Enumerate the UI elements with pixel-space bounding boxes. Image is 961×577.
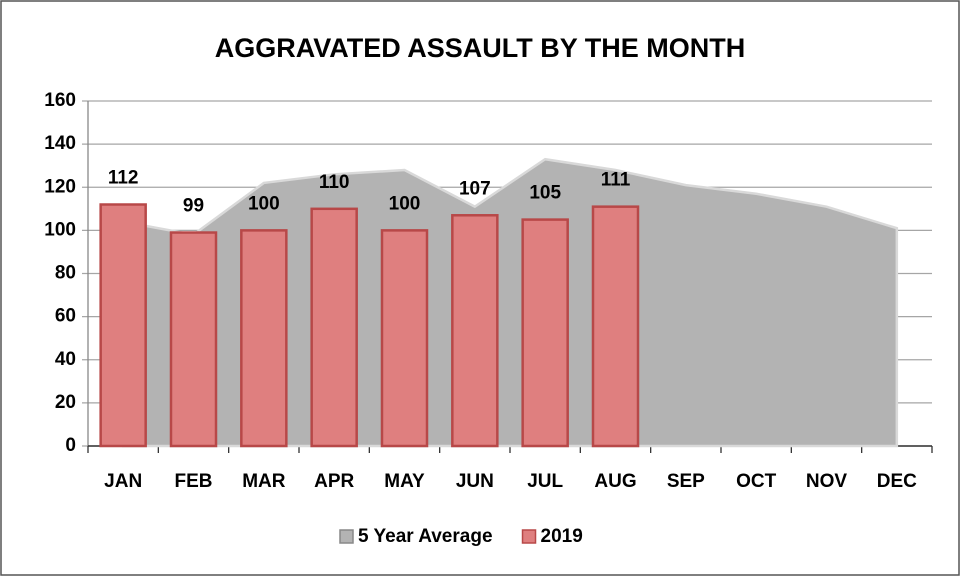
bar	[240, 229, 288, 448]
bar	[99, 203, 147, 448]
x-tick-label: SEP	[667, 471, 705, 492]
y-tick-label: 40	[55, 349, 76, 370]
x-tick-label: JUL	[527, 471, 563, 492]
data-label: 107	[459, 178, 491, 199]
labels: 0 20 40 60 80 100 120 140 160 JAN FEB MAR APR MAY JUN J…	[44, 90, 917, 547]
y-tick-label: 60	[55, 306, 76, 327]
x-tick-label: JAN	[104, 471, 142, 492]
y-tick-label: 160	[44, 90, 76, 111]
data-label: 110	[319, 172, 350, 193]
bar	[380, 229, 429, 448]
y-tick-label: 140	[44, 133, 76, 154]
data-label: 99	[183, 196, 204, 217]
y-tick-label: 20	[55, 392, 76, 413]
y-tick-label: 0	[65, 435, 76, 456]
x-tick-label: AUG	[594, 471, 636, 492]
x-tick-label: MAR	[242, 471, 286, 492]
bar	[169, 231, 218, 448]
bar	[310, 207, 358, 448]
data-label: 100	[248, 193, 280, 214]
legend-label: 2019	[541, 526, 583, 547]
x-tick-label: FEB	[175, 471, 213, 492]
x-tick-label: APR	[314, 471, 354, 492]
x-tick-label: JUN	[456, 471, 494, 492]
data-label: 111	[601, 170, 631, 191]
x-tick-label: DEC	[877, 471, 917, 492]
data-label: 100	[389, 193, 421, 214]
y-tick-label: 80	[55, 263, 76, 284]
x-tick-label: MAY	[384, 471, 425, 492]
area	[121, 157, 899, 448]
legend-swatch	[521, 529, 537, 544]
plot	[99, 157, 899, 448]
x-tick-label: OCT	[736, 471, 777, 492]
y-tick-label: 100	[44, 219, 76, 240]
x-tick-label: NOV	[806, 471, 848, 492]
data-label: 105	[529, 183, 561, 204]
data-label: 112	[108, 168, 139, 189]
legend-label: 5 Year Average	[358, 526, 493, 547]
bar	[451, 214, 499, 448]
bar	[521, 218, 569, 448]
chart-title: AGGRAVATED ASSAULT BY THE MONTH	[215, 33, 746, 63]
legend-swatch	[339, 529, 354, 544]
bar	[591, 205, 640, 448]
y-tick-label: 120	[44, 176, 76, 197]
